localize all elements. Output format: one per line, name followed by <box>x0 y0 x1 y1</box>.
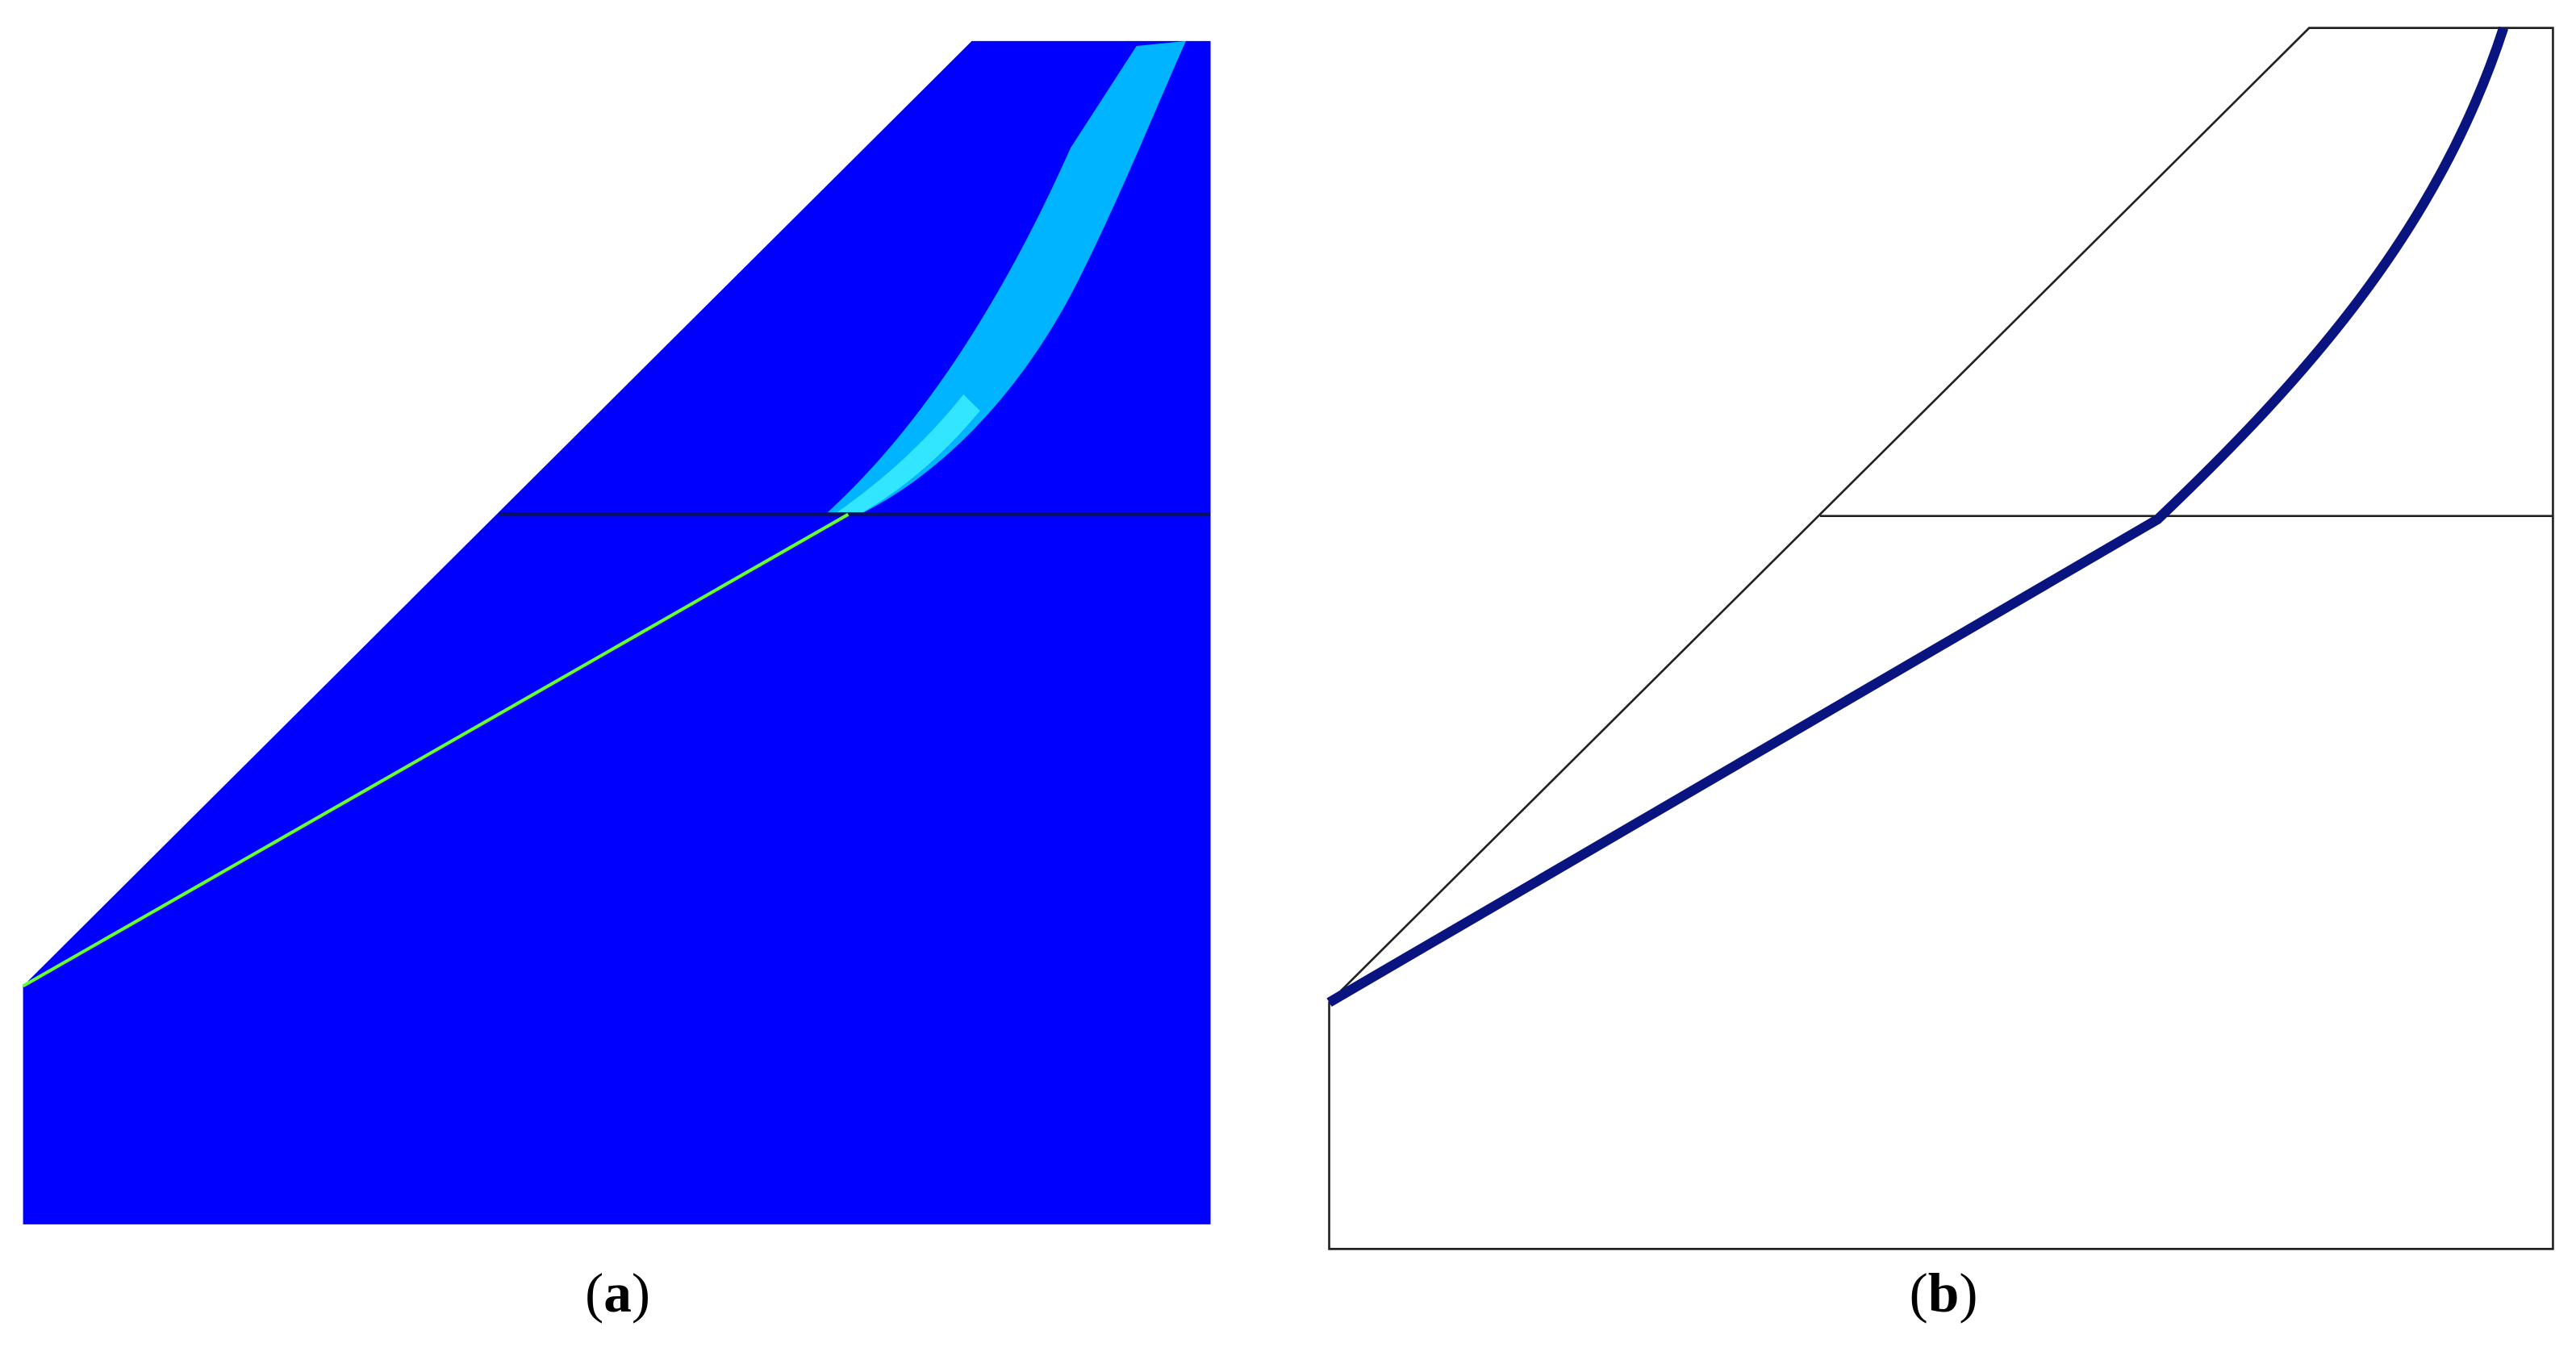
slip-surface <box>1326 26 2508 1007</box>
label-paren: ( <box>1910 1262 1928 1324</box>
slip-line <box>22 512 850 988</box>
label-paren: ) <box>632 1262 650 1324</box>
panel-b: (b) <box>1326 26 2554 1324</box>
label-letter: b <box>1928 1262 1960 1324</box>
blue-field <box>23 40 1211 1224</box>
outline <box>1328 27 2554 1250</box>
cyan-band-inner <box>831 394 980 516</box>
label-paren: ) <box>1959 1262 1977 1324</box>
panel-a: (a) <box>22 40 1211 1324</box>
label-paren: ( <box>585 1262 603 1324</box>
panel-label: (a) <box>585 1262 650 1324</box>
label-letter: a <box>603 1262 632 1324</box>
panel-label: (b) <box>1910 1262 1978 1324</box>
cyan-band <box>823 40 1186 516</box>
